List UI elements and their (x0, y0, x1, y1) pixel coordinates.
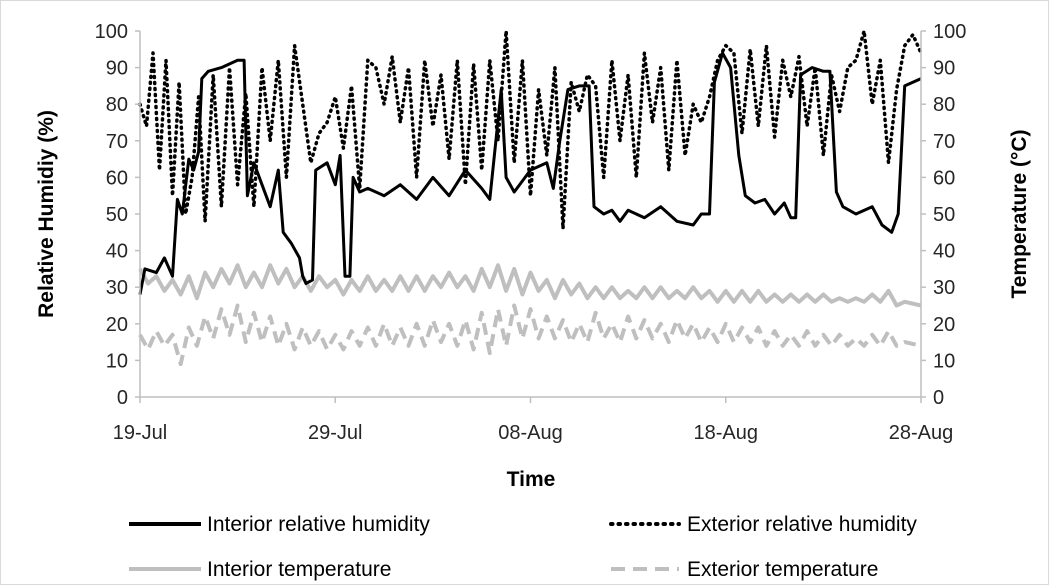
right-y-tick-label: 20 (933, 314, 955, 336)
series-layer (138, 29, 923, 367)
x-tick-label: 19-Jul (113, 422, 167, 444)
right-y-tick-label: 10 (933, 350, 955, 372)
left-y-tick-label: 90 (106, 58, 128, 80)
series-line-exterior-relative-humidity (138, 29, 923, 231)
x-tick-label: 08-Aug (498, 422, 563, 444)
left-y-tick-label: 50 (106, 204, 128, 226)
legend-label-interior-rh: Interior relative humidity (207, 513, 430, 536)
x-tick-label: 18-Aug (694, 422, 759, 444)
series-line-interior-temperature (138, 263, 922, 308)
x-tick-label: 29-Jul (308, 422, 362, 444)
right-y-tick-label: 30 (933, 277, 955, 299)
legend-label-exterior-rh: Exterior relative humidity (687, 513, 917, 536)
right-y-tick-label: 0 (933, 387, 944, 409)
left-y-tick-label: 40 (106, 241, 128, 263)
left-y-tick-label: 0 (117, 387, 128, 409)
left-y-tick-label: 20 (106, 314, 128, 336)
legend: Interior relative humidity Exterior rela… (129, 513, 917, 581)
x-axis-title: Time (507, 468, 556, 491)
right-y-axis-title: Temperature (°C) (1008, 129, 1031, 298)
series-line-exterior-temperature (138, 303, 922, 367)
legend-label-interior-temp: Interior temperature (207, 558, 391, 581)
series-line-interior-relative-humidity (138, 51, 922, 295)
right-y-tick-label: 100 (933, 21, 966, 43)
left-y-tick-label: 60 (106, 167, 128, 189)
right-y-tick-label: 50 (933, 204, 955, 226)
right-y-tick-label: 70 (933, 131, 955, 153)
legend-label-exterior-temp: Exterior temperature (687, 558, 878, 581)
legend-item-exterior-rh: Exterior relative humidity (609, 513, 917, 536)
left-y-tick-label: 30 (106, 277, 128, 299)
legend-item-exterior-temp: Exterior temperature (611, 558, 878, 581)
right-y-tick-label: 40 (933, 241, 955, 263)
left-y-axis-title: Relative Humidiy (%) (35, 110, 58, 318)
legend-item-interior-rh: Interior relative humidity (129, 513, 430, 536)
left-y-tick-label: 100 (95, 21, 128, 43)
ticks-layer: 0 0 10 10 20 20 30 30 40 40 50 50 60 60 70 70 80 80 90 90 10… (95, 21, 967, 444)
legend-item-interior-temp: Interior temperature (129, 558, 391, 581)
left-y-tick-label: 80 (106, 94, 128, 116)
x-tick-label: 28-Aug (889, 422, 954, 444)
right-y-tick-label: 60 (933, 167, 955, 189)
right-y-tick-label: 80 (933, 94, 955, 116)
left-y-tick-label: 10 (106, 350, 128, 372)
right-y-tick-label: 90 (933, 58, 955, 80)
left-y-tick-label: 70 (106, 131, 128, 153)
